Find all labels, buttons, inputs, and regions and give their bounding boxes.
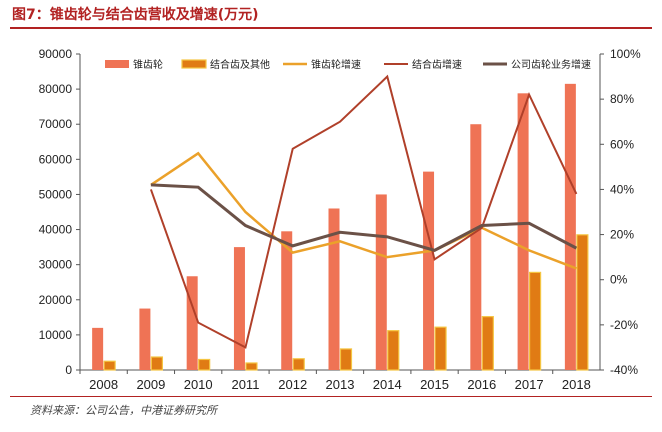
y-right-tick-label: 60% [610,137,634,151]
combo-gear-revenue-bar [387,330,400,371]
bevel-gear-revenue-bar [423,171,435,370]
x-tick-label: 2008 [89,377,118,392]
bevel-gear-revenue-bar [186,276,198,370]
y-left-tick-label: 30000 [39,258,73,272]
x-tick-label: 2016 [467,377,496,392]
combo-gear-revenue-bar [198,358,211,371]
y-left-tick-label: 0 [65,363,72,377]
title-divider [10,27,652,29]
x-tick-label: 2018 [562,377,591,392]
y-right-tick-label: 20% [610,228,634,242]
combo-gear-revenue-bar [339,348,353,371]
legend-label: 公司齿轮业务增速 [511,58,591,71]
bevel-gear-revenue-bar [470,124,482,370]
bevel-gear-revenue-bar [92,327,104,370]
bevel-gear-revenue-bar [233,247,245,370]
x-tick-label: 2017 [515,377,544,392]
chart: 0 10000 20000 30000 40000 50000 60000 70000 8000… [39,47,641,392]
y-left-tick-label: 50000 [39,187,73,201]
y-left-tick-label: 70000 [39,117,73,131]
y-right-tick-label: 0% [610,273,628,287]
x-tick-label: 2010 [184,377,213,392]
combo-gear-revenue-bar [434,326,447,371]
bevel-gear-revenue-bar [328,208,340,370]
x-tick-label: 2015 [420,377,449,392]
combo-gear-revenue-bar [528,271,542,371]
line-series [149,74,578,349]
bevel-gear-revenue-bar [281,231,293,370]
bevel-gear-revenue-bar [375,194,387,370]
combo-gear-revenue-bar [245,362,258,371]
y-right-tick-label: -20% [610,318,638,332]
x-tick-label: 2013 [326,377,355,392]
source-note: 资料来源：公司公告，中港证券研究所 [30,404,217,417]
legend-swatch [181,59,207,69]
x-tick-label: 2012 [278,377,307,392]
footer-divider [10,396,652,397]
y-right-tick-label: 100% [610,47,641,61]
legend-label: 锥齿轮增速 [311,58,361,71]
bevel-gear-revenue-bar [564,83,576,370]
y-left-tick-label: 80000 [39,82,73,96]
y-left-tick-label: 90000 [39,47,73,61]
y-right-tick-label: -40% [610,363,638,377]
bevel-gear-growth-line [150,151,577,270]
legend-label: 结合齿增速 [412,58,462,71]
legend-label: 锥齿轮 [133,58,163,71]
bevel-gear-revenue-bar [517,93,529,370]
combo-gear-revenue-bar [481,316,494,371]
legend-swatch [105,60,129,68]
combo-gear-growth-line [149,74,578,349]
x-tick-label: 2009 [136,377,165,392]
y-left-tick-label: 40000 [39,223,73,237]
x-tick-label: 2011 [231,377,259,392]
figure-title: 图7：锥齿轮与结合齿营收及增速(万元) [12,7,259,23]
legend-label: 结合齿及其他 [210,58,270,71]
y-left-tick-label: 20000 [39,293,73,307]
combo-gear-revenue-bar [150,356,164,371]
combo-gear-revenue-bar [576,234,589,371]
combo-gear-revenue-bar [292,358,305,371]
y-left-tick-label: 10000 [39,328,73,342]
bevel-gear-revenue-bar [139,308,151,370]
y-left-tick-label: 60000 [39,152,73,166]
combo-gear-revenue-bar [103,360,116,371]
y-right-tick-label: 80% [610,92,634,106]
chart-legend: 锥齿轮 结合齿及其他 锥齿轮增速 结合齿增速 公司齿轮业务增速 [105,58,591,71]
chart-axes: 0 10000 20000 30000 40000 50000 60000 70000 8000… [39,47,641,392]
x-tick-label: 2014 [373,377,402,392]
bar-series [92,83,589,371]
y-right-tick-label: 40% [610,182,634,196]
company-gear-growth-line [150,183,578,252]
